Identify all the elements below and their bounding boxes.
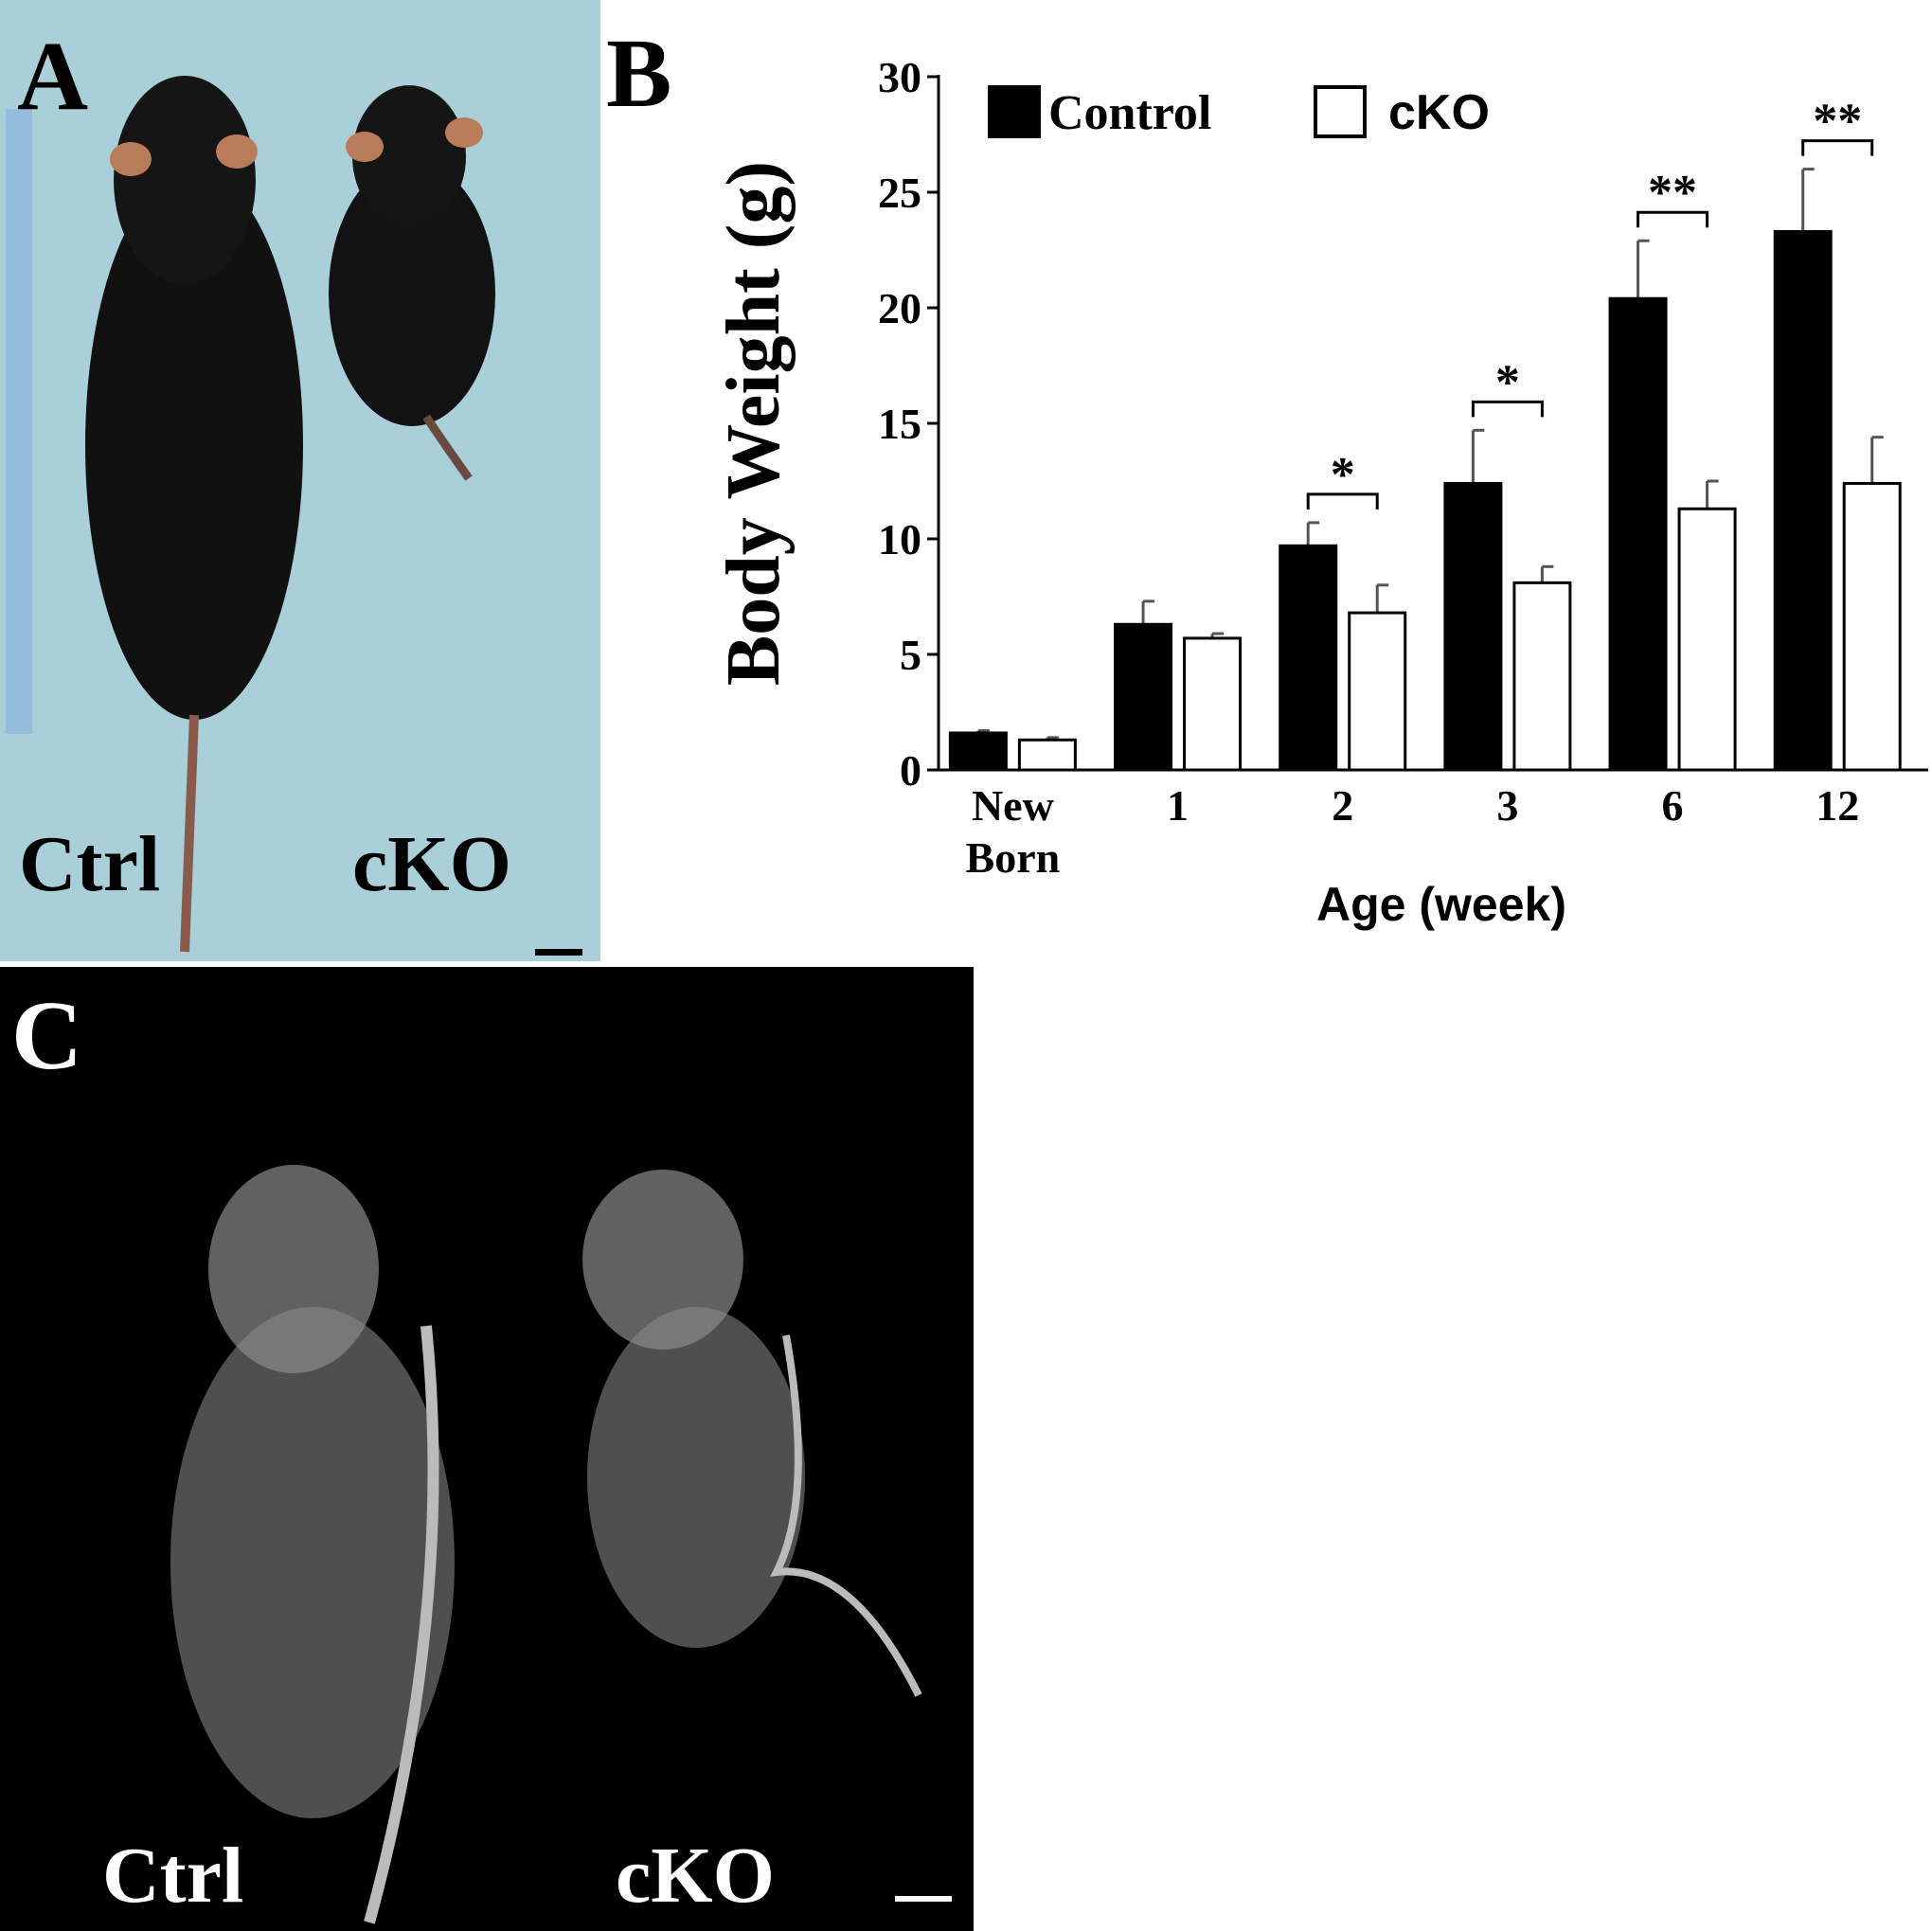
significance-label: ** — [1648, 166, 1697, 220]
photo-label: cKO — [352, 820, 511, 908]
legend-swatch — [988, 85, 1041, 138]
y-tick-label: 15 — [878, 400, 921, 448]
photo-label: Ctrl — [19, 820, 160, 908]
y-tick-label: 5 — [900, 631, 921, 679]
x-tick-label: 3 — [1496, 781, 1519, 830]
photo-c: C Ctrl cKO — [0, 967, 974, 1931]
significance-label: * — [1331, 448, 1355, 502]
x-tick-label: New Born — [965, 781, 1061, 883]
bar — [948, 731, 1008, 772]
significance-bracket — [1306, 492, 1379, 510]
x-tick-label: 6 — [1661, 781, 1684, 830]
bar — [1114, 622, 1173, 772]
y-tick-label: 10 — [878, 515, 921, 563]
bar — [1842, 481, 1902, 772]
x-tick-label-box: 3 — [1496, 781, 1519, 830]
x-tick-label-box: 1 — [1167, 781, 1190, 830]
x-tick-label-box: New Born — [965, 781, 1061, 883]
panel-label: B — [606, 19, 671, 128]
legend-swatch — [1314, 85, 1367, 138]
panel-label: A — [17, 22, 88, 131]
significance-bracket — [1801, 139, 1874, 156]
significance-bracket — [1471, 400, 1544, 418]
y-tick-label: 25 — [878, 169, 921, 217]
y-axis-title: Body Weight (g) — [712, 161, 796, 686]
x-tick-label: 1 — [1167, 781, 1190, 830]
bar — [1183, 636, 1243, 772]
significance-label: ** — [1813, 95, 1862, 149]
x-tick-label-box: 6 — [1661, 781, 1684, 830]
bar — [1608, 296, 1668, 772]
bar — [1443, 481, 1503, 772]
x-tick-label: 2 — [1332, 781, 1354, 830]
bar — [1348, 611, 1407, 772]
y-tick-label: 20 — [878, 284, 921, 332]
bar — [1017, 738, 1077, 772]
bar — [1677, 507, 1737, 772]
photo-a: A Ctrl cKO — [0, 0, 600, 961]
photo-label: cKO — [616, 1832, 775, 1920]
photo-label: Ctrl — [102, 1832, 243, 1920]
x-axis-title: Age (week) — [1316, 878, 1566, 931]
y-tick-label: 0 — [900, 746, 921, 795]
x-tick-label-box: 12 — [1816, 781, 1860, 830]
bar — [1279, 544, 1338, 772]
panel-label: C — [11, 981, 82, 1090]
y-tick-label: 30 — [878, 53, 921, 101]
x-tick-label: 12 — [1816, 781, 1860, 830]
bar — [1512, 581, 1572, 772]
legend-label: cKO — [1388, 85, 1490, 140]
significance-bracket — [1637, 210, 1709, 228]
x-tick-label-box: 2 — [1332, 781, 1354, 830]
legend-label: Control — [1048, 86, 1211, 140]
bar — [1773, 229, 1833, 772]
significance-label: * — [1495, 355, 1520, 409]
